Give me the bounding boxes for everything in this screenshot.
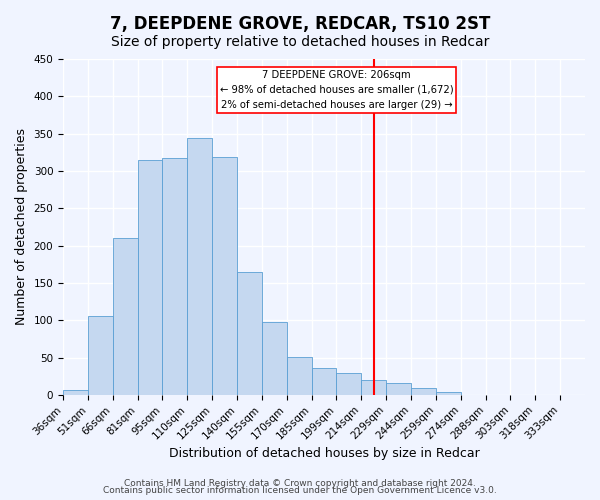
Bar — [287, 357, 311, 395]
Bar — [88, 316, 113, 395]
Bar — [411, 388, 436, 395]
Text: 7 DEEPDENE GROVE: 206sqm
← 98% of detached houses are smaller (1,672)
2% of semi: 7 DEEPDENE GROVE: 206sqm ← 98% of detach… — [220, 70, 453, 110]
Y-axis label: Number of detached properties: Number of detached properties — [15, 128, 28, 326]
Bar — [337, 373, 361, 395]
Text: 7, DEEPDENE GROVE, REDCAR, TS10 2ST: 7, DEEPDENE GROVE, REDCAR, TS10 2ST — [110, 15, 490, 33]
Bar — [113, 238, 137, 395]
Text: Size of property relative to detached houses in Redcar: Size of property relative to detached ho… — [111, 35, 489, 49]
Text: Contains public sector information licensed under the Open Government Licence v3: Contains public sector information licen… — [103, 486, 497, 495]
X-axis label: Distribution of detached houses by size in Redcar: Distribution of detached houses by size … — [169, 447, 479, 460]
Bar — [63, 390, 88, 395]
Bar — [163, 158, 187, 395]
Bar — [187, 138, 212, 395]
Bar — [436, 392, 461, 395]
Bar — [386, 383, 411, 395]
Bar — [137, 160, 163, 395]
Bar — [262, 322, 287, 395]
Bar — [311, 368, 337, 395]
Bar — [361, 380, 386, 395]
Bar — [212, 157, 237, 395]
Text: Contains HM Land Registry data © Crown copyright and database right 2024.: Contains HM Land Registry data © Crown c… — [124, 478, 476, 488]
Bar — [237, 272, 262, 395]
